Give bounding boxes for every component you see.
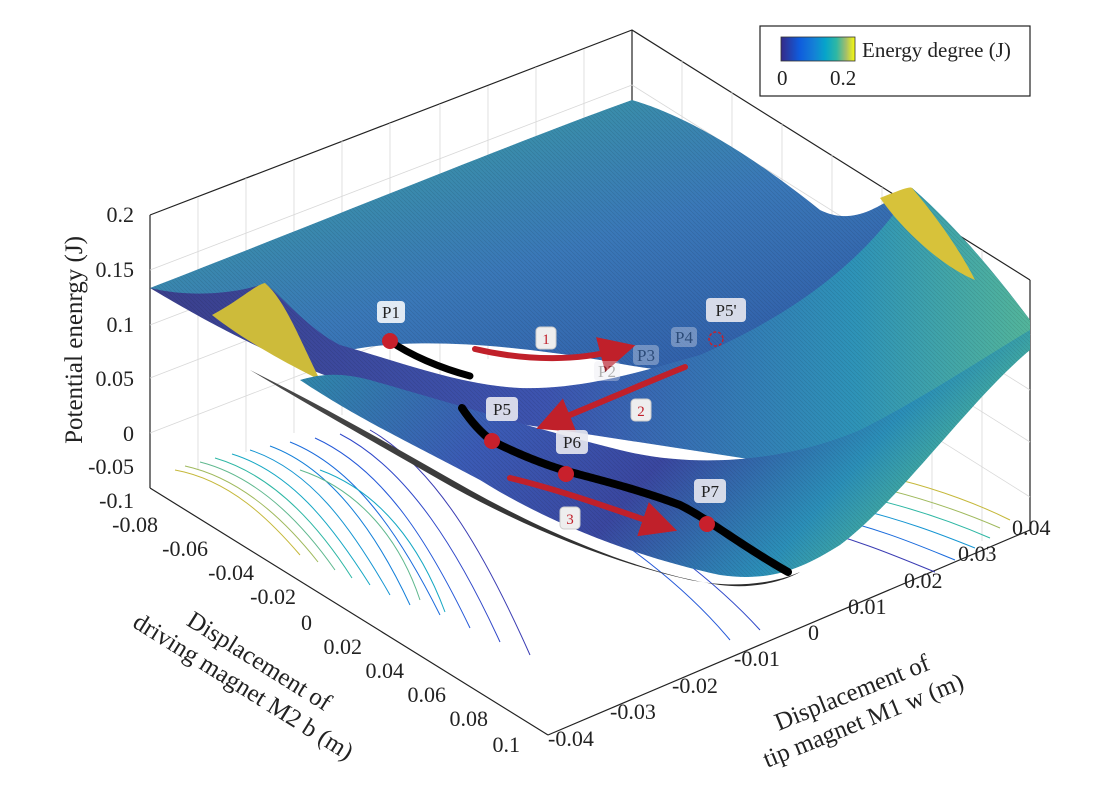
b-tick: 0 <box>301 610 312 635</box>
w-tick: 0.03 <box>958 541 997 566</box>
point-p5prime <box>708 331 724 347</box>
z-tick: 0.15 <box>96 257 135 282</box>
b-tick: 0.04 <box>366 658 405 683</box>
point-p6 <box>558 466 574 482</box>
w-tick: -0.03 <box>610 699 656 724</box>
colorbar-tick-max: 0.2 <box>830 66 856 90</box>
z-tick: 0.2 <box>107 202 135 227</box>
w-tick: 0.04 <box>1012 515 1051 540</box>
b-tick: 0.06 <box>408 682 447 707</box>
point-p1 <box>382 333 398 349</box>
z-tick: 0.1 <box>107 312 135 337</box>
z-tick: 0.05 <box>96 366 135 391</box>
transition-arrows <box>472 337 688 537</box>
w-axis-label: Displacement of tip magnet M1 w (m) <box>759 649 967 773</box>
arrow-2 <box>536 364 688 432</box>
point-p5 <box>484 433 500 449</box>
colorbar-tick-min: 0 <box>777 66 788 90</box>
step-2-label: 2 <box>637 404 645 420</box>
transition-labels: 1 2 3 <box>535 326 652 530</box>
point-p7 <box>699 516 715 532</box>
b-axis-ticks: -0.08 -0.06 -0.04 -0.02 0 0.02 0.04 0.06… <box>112 512 520 757</box>
point-p5-label: P5 <box>493 400 511 419</box>
point-p1-label: P1 <box>382 303 400 322</box>
point-p5prime-label: P5' <box>715 301 736 320</box>
ghost-points: P2 P3 P4 <box>594 327 697 381</box>
w-tick: -0.01 <box>734 646 780 671</box>
z-tick: -0.1 <box>99 488 134 513</box>
b-tick: -0.06 <box>162 536 208 561</box>
b-tick: -0.02 <box>250 584 296 609</box>
point-p3-label: P3 <box>637 346 655 365</box>
b-tick: 0.08 <box>450 706 489 731</box>
arrow-3 <box>507 475 678 537</box>
arrow-1 <box>472 337 636 372</box>
w-tick: -0.04 <box>548 726 594 751</box>
step-3-label: 3 <box>566 512 574 528</box>
colorbar-label: Energy degree (J) <box>862 38 1011 62</box>
b-tick: 0.1 <box>493 732 521 757</box>
point-p7-label: P7 <box>701 482 719 501</box>
z-tick: -0.05 <box>88 454 134 479</box>
w-tick: 0.02 <box>904 568 943 593</box>
w-tick: 0.01 <box>848 594 887 619</box>
b-tick: -0.04 <box>208 560 254 585</box>
w-tick: 0 <box>808 620 819 645</box>
b-tick: 0.02 <box>324 634 363 659</box>
z-tick: 0 <box>123 421 134 446</box>
point-p4-label: P4 <box>675 328 693 347</box>
point-p2-label: P2 <box>598 362 616 381</box>
z-axis-label: Potential enenrgy (J) <box>61 236 88 444</box>
points: P1 P2 P3 P4 P5' P5 P6 P7 <box>377 298 746 532</box>
b-tick: -0.08 <box>112 512 158 537</box>
z-axis-ticks: 0.2 0.15 0.1 0.05 0 -0.05 -0.1 <box>88 202 134 513</box>
b-axis-label: Displacement of driving magnet M2 b (m) <box>128 607 358 766</box>
energy-surface <box>150 100 1030 587</box>
w-tick: -0.02 <box>672 673 718 698</box>
colorbar-legend: Energy degree (J) 0 0.2 <box>759 25 1031 97</box>
w-axis-ticks: -0.04 -0.03 -0.02 -0.01 0 0.01 0.02 0.03… <box>548 515 1051 751</box>
point-p6-label: P6 <box>563 433 581 452</box>
step-1-label: 1 <box>542 332 550 348</box>
colorbar-gradient <box>780 36 856 62</box>
